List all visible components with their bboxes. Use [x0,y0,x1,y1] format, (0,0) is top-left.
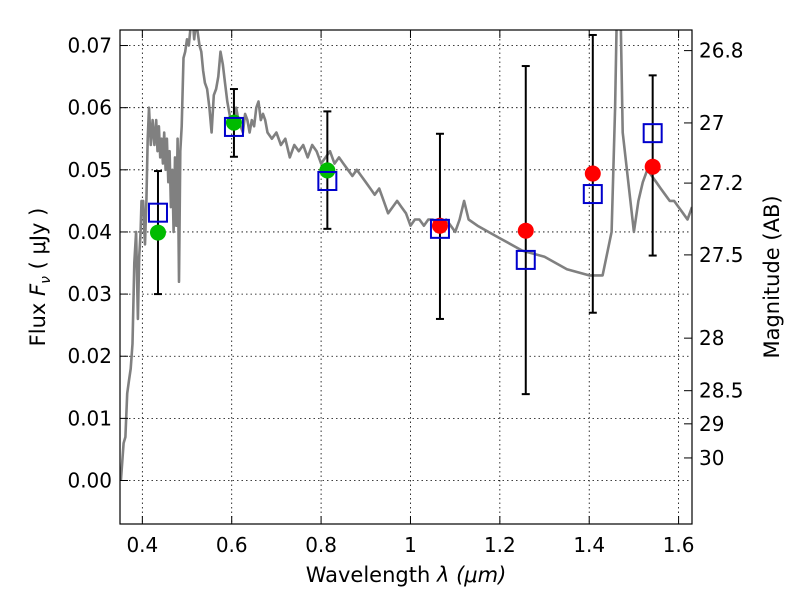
y2-tick-label: 28.5 [699,379,744,403]
y-tick-label: 0.06 [67,96,112,120]
observed-flux-point [517,222,534,239]
y-tick-label: 0.05 [67,158,112,182]
y2-tick-label: 28 [699,326,724,350]
y2-tick-label: 27 [699,111,724,135]
y2-tick-label: 30 [699,446,724,470]
model-sed-layer [120,30,692,481]
tick-layer: 0.4 0.6 0.8 1 1.2 1.4 1.6 0.00 0.01 0.02 0.03 0.04 0… [67,30,744,557]
y-axis-title: Flux Fν ( μJy ) [26,208,54,347]
x-tick-label: 0.6 [216,533,248,557]
y2-axis-title: Magnitude (AB) [760,195,784,358]
y2-tick-label: 27.2 [699,171,744,195]
model-flux-box [642,123,663,144]
y2-tick-label: 26.8 [699,39,744,63]
y-tick-label: 0.07 [67,34,112,58]
observed-flux-point [584,165,601,182]
x-tick-label: 1.4 [573,533,605,557]
y2-tick-label: 29 [699,412,724,436]
observed-flux-point [644,158,661,175]
y-tick-label: 0.03 [67,282,112,306]
y-tick-label: 0.02 [67,344,112,368]
y-tick-label: 0.04 [67,220,112,244]
observed-flux-point [431,217,448,234]
x-tick-label: 1.6 [663,533,695,557]
x-tick-label: 0.8 [305,533,337,557]
x-tick-label: 1.2 [484,533,516,557]
observed-flux-point [149,224,166,241]
x-tick-label: 0.4 [126,533,158,557]
model-flux-box [515,249,536,270]
grid [120,30,692,524]
y-tick-label: 0.01 [67,406,112,430]
model-flux-box [317,170,338,191]
plot-frame [119,29,693,525]
model-flux-box [582,184,603,205]
model-flux-box [429,218,450,239]
model-sed-line [120,30,692,481]
x-tick-label: 1 [404,533,417,557]
observed-flux-point [319,162,336,179]
marker-layer [147,114,663,270]
model-flux-box [147,202,168,223]
x-axis-title: Wavelength λ (μm) [306,563,507,587]
y-tick-label: 0.00 [67,469,112,493]
y2-tick-label: 27.5 [699,243,744,267]
model-flux-box [223,116,244,137]
